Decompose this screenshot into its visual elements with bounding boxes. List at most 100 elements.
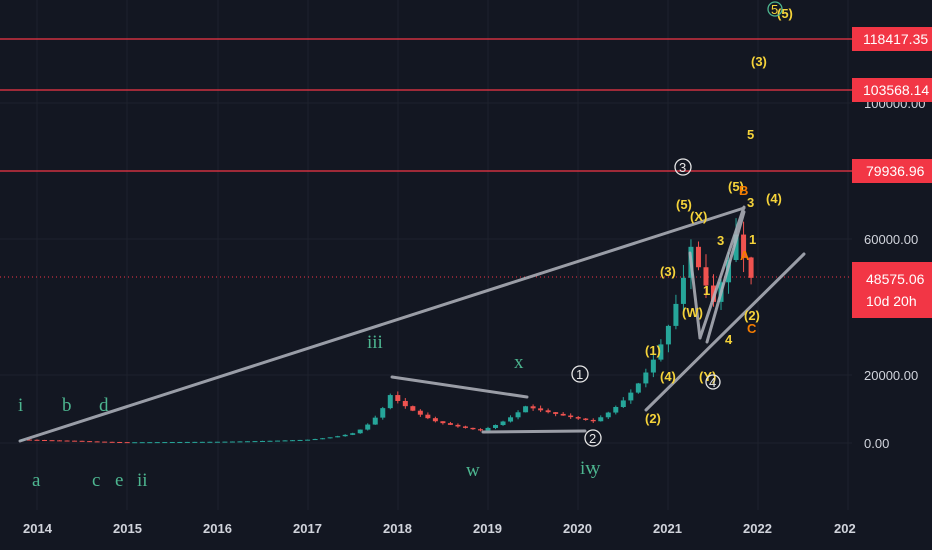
wave-label-paren-1: (1): [645, 343, 661, 358]
level-tags: 118417.35 103568.14 79936.96 48575.06 10…: [852, 27, 932, 318]
wave-label-iv: iv: [580, 458, 595, 479]
wave-label-paren-x: (X): [690, 209, 707, 224]
svg-text:2: 2: [589, 431, 596, 446]
candle-body: [703, 267, 709, 286]
wave-label-3: 3: [717, 233, 724, 248]
candle-body: [350, 433, 356, 435]
candle-body: [154, 442, 160, 444]
candle-body: [57, 440, 63, 442]
x-tick-2015: 2015: [113, 521, 142, 536]
triangle-upper-line[interactable]: [390, 375, 529, 399]
level-tag-103568: [852, 78, 932, 102]
level-tag-79936: [852, 159, 932, 183]
candle-body: [470, 427, 476, 430]
wave-label-paren-w: (W): [682, 305, 703, 320]
svg-text:103568.14: 103568.14: [863, 82, 929, 98]
candle-body: [184, 441, 190, 443]
y-tick-60000: 60000.00: [864, 232, 918, 247]
wave-label-a: A: [740, 248, 750, 263]
candle-body: [267, 440, 273, 442]
wave-path-2[interactable]: [698, 205, 746, 340]
candle-body: [34, 439, 40, 441]
wave-label-a: a: [32, 470, 41, 491]
wave-label-w: w: [466, 460, 480, 481]
candle-body: [342, 434, 348, 437]
wave-label-c: c: [92, 470, 100, 491]
candle-body: [312, 439, 318, 441]
candle-body: [87, 441, 93, 443]
wave-label-paren-3: (3): [660, 264, 676, 279]
time-axis[interactable]: [0, 510, 852, 550]
chart-grid: [0, 0, 852, 510]
circled-label-3: 3: [674, 158, 692, 176]
candle-body: [425, 414, 431, 419]
candle-body: [177, 441, 183, 443]
triangle-lower-line[interactable]: [481, 429, 587, 434]
candle-body: [305, 439, 311, 441]
candle-body: [643, 372, 649, 384]
wave-label-paren-5-very-top: (5): [777, 6, 793, 21]
candle-body: [94, 441, 100, 443]
time-axis-ticks: 2014 2015 2016 2017 2018 2019 2020 2021 …: [23, 521, 856, 536]
candle-body: [169, 442, 175, 444]
trend-lines[interactable]: [18, 205, 806, 443]
candle-body: [620, 400, 626, 407]
wave-label-iii: iii: [367, 332, 383, 353]
candle-body: [139, 442, 145, 444]
candle-body: [244, 441, 250, 443]
candle-body: [530, 406, 536, 409]
x-tick-2018: 2018: [383, 521, 412, 536]
candle-body: [335, 436, 341, 438]
wave-labels-green: i b d a c e ii iii x w iv y: [18, 332, 601, 491]
wave-label-3-top: 3: [747, 195, 754, 210]
wave-label-c: C: [747, 321, 757, 336]
candle-body: [560, 413, 566, 416]
candle-body: [590, 419, 596, 422]
x-tick-2017: 2017: [293, 521, 322, 536]
candle-body: [117, 441, 123, 443]
x-tick-2014: 2014: [23, 521, 53, 536]
svg-text:79936.96: 79936.96: [866, 163, 925, 179]
candle-body: [462, 426, 468, 428]
candle-body: [538, 408, 544, 411]
svg-text:1: 1: [576, 367, 583, 382]
wave-label-paren-y: (Y): [699, 369, 716, 384]
candle-body: [598, 417, 604, 422]
circled-label-1: 1: [571, 365, 589, 383]
y-tick-20000: 20000.00: [864, 368, 918, 383]
candle-body: [485, 427, 491, 431]
candle-body: [477, 429, 483, 431]
long-trend-line[interactable]: [18, 206, 746, 443]
wave-label-paren-5: (5): [676, 197, 692, 212]
candle-body: [523, 406, 529, 413]
candle-body: [658, 344, 664, 360]
candle-body: [237, 441, 243, 443]
wave-label-x: x: [514, 352, 524, 373]
candle-body: [673, 303, 679, 326]
wave-label-4: 4: [725, 332, 733, 347]
wave-label-e: e: [115, 470, 123, 491]
candle-body: [357, 429, 363, 434]
candle-body: [553, 412, 559, 414]
channel-lower-line[interactable]: [644, 252, 806, 412]
candle-body: [568, 415, 574, 418]
candle-body: [290, 440, 296, 442]
candle-body: [327, 437, 333, 439]
circled-label-5: 5: [767, 1, 783, 17]
candle-body: [26, 439, 32, 441]
wave-label-1-top: 1: [749, 232, 756, 247]
current-price-tag: [852, 262, 932, 318]
wave-label-paren-2: (2): [645, 411, 661, 426]
x-tick-2022: 2022: [743, 521, 772, 536]
wave-path-1[interactable]: [688, 251, 702, 340]
candle-body: [402, 400, 408, 407]
wave-label-5: 5: [747, 127, 754, 142]
candle-body: [79, 440, 85, 442]
wave-path-3[interactable]: [705, 210, 746, 344]
candle-body: [282, 440, 288, 442]
candle-body: [650, 359, 656, 373]
candle-body: [147, 442, 153, 444]
wave-label-paren-4: (4): [660, 369, 676, 384]
